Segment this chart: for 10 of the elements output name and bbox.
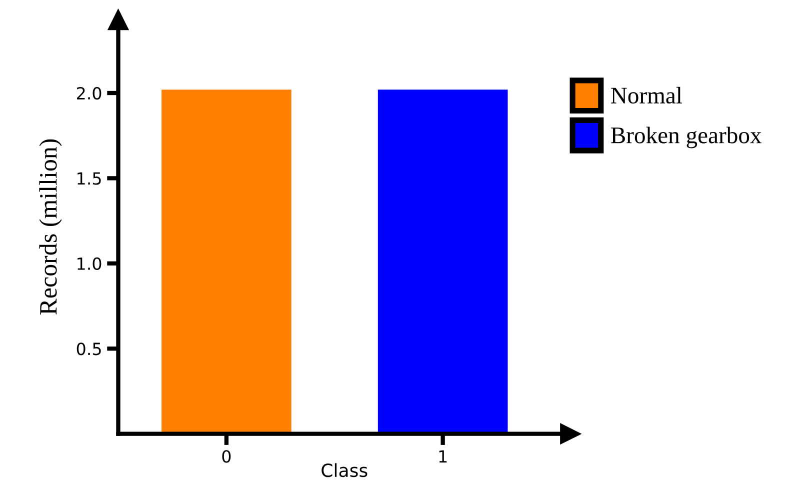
y-tick-label: 2.0	[76, 86, 102, 100]
y-tick-label: 1.5	[78, 172, 101, 185]
y-axis-title: Records (million)	[39, 139, 62, 315]
y-tick-label: 0.5	[76, 342, 101, 356]
x-tick-label: 1	[439, 450, 447, 462]
x-axis-title: Class	[322, 463, 368, 478]
legend-label: Normal	[611, 86, 682, 104]
legend-label: Broken gearbox	[611, 126, 762, 148]
y-tick-label: 1.0	[78, 257, 102, 270]
x-tick-label: 0	[222, 450, 231, 463]
